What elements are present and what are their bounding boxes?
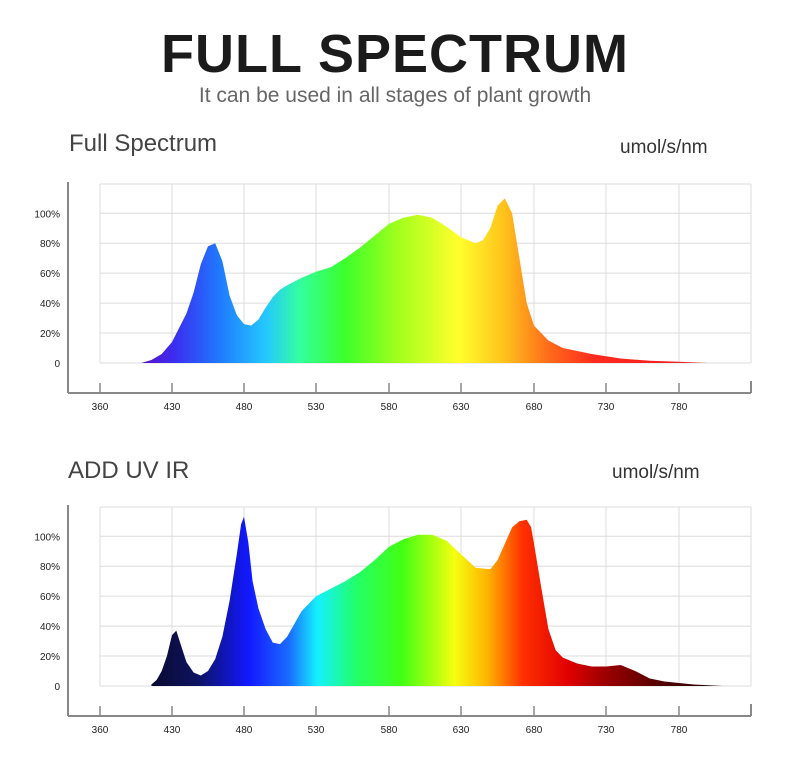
y-tick-label: 20% xyxy=(40,329,60,340)
page-title: FULL SPECTRUM xyxy=(161,24,629,84)
x-tick-label: 730 xyxy=(598,402,615,413)
spectrum-area xyxy=(151,516,723,686)
y-tick-label: 60% xyxy=(40,592,60,603)
chart-1-full-spectrum: 0 20% 40% 60% 80% 100% 360 430 480 530 580 630 680 73… xyxy=(34,182,752,413)
chart-1-unit-label: umol/s/nm xyxy=(620,137,708,158)
chart-2-add-uv-ir: 0 20% 40% 60% 80% 100% 360 430 480 530 580 630 680 73… xyxy=(34,505,752,736)
x-tick-label: 480 xyxy=(236,725,253,736)
x-tick-label: 360 xyxy=(92,725,109,736)
x-tick-label: 730 xyxy=(598,725,615,736)
page-subtitle: It can be used in all stages of plant gr… xyxy=(198,84,592,107)
x-tick-label: 780 xyxy=(671,402,688,413)
y-tick-label: 20% xyxy=(40,652,60,663)
spectrum-area xyxy=(141,198,709,363)
x-tick-label: 580 xyxy=(381,725,398,736)
x-tick-label: 530 xyxy=(308,402,325,413)
x-tick-label: 360 xyxy=(92,402,109,413)
chart-1-title: Full Spectrum xyxy=(69,130,218,157)
x-tick-label: 430 xyxy=(164,402,181,413)
y-tick-label: 40% xyxy=(40,299,60,310)
y-tick-label: 100% xyxy=(34,532,60,543)
x-tick-label: 680 xyxy=(526,402,543,413)
y-tick-label: 40% xyxy=(40,622,60,633)
x-tick-label: 480 xyxy=(236,402,253,413)
chart-2-unit-label: umol/s/nm xyxy=(612,462,700,483)
x-tick-label: 780 xyxy=(671,725,688,736)
x-tick-label: 580 xyxy=(381,402,398,413)
y-tick-label: 0 xyxy=(54,682,60,693)
y-tick-label: 80% xyxy=(40,562,60,573)
x-tick-label: 680 xyxy=(526,725,543,736)
y-tick-label: 80% xyxy=(40,239,60,250)
x-tick-label: 630 xyxy=(453,725,470,736)
x-tick-label: 630 xyxy=(453,402,470,413)
x-tick-label: 530 xyxy=(308,725,325,736)
chart-2-title: ADD UV IR xyxy=(68,457,190,484)
y-tick-label: 0 xyxy=(54,359,60,370)
y-tick-label: 60% xyxy=(40,269,60,280)
x-tick-label: 430 xyxy=(164,725,181,736)
y-tick-label: 100% xyxy=(34,209,60,220)
